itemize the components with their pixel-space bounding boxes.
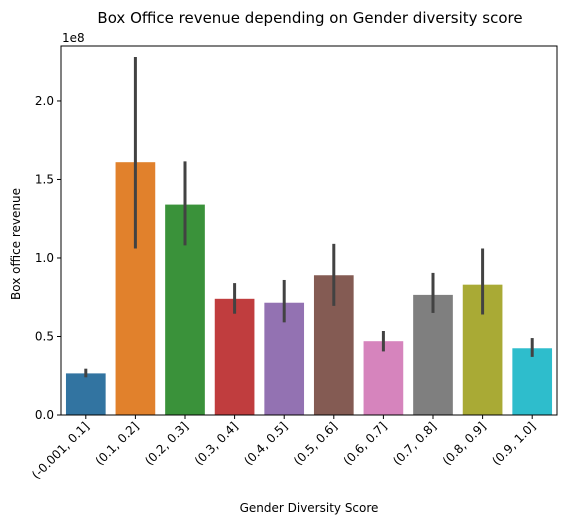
x-tick-label: (0.1, 0.2] xyxy=(93,419,142,468)
plot-area: 0.00.51.01.52.0(-0.001, 0.1] (0.1, 0.2] (0… xyxy=(29,56,553,482)
bar xyxy=(363,341,404,415)
x-tick-label: (0.7, 0.8] xyxy=(390,419,439,468)
x-tick-label: (-0.001, 0.1] xyxy=(29,419,92,482)
bar xyxy=(413,294,453,415)
plot-frame xyxy=(60,45,558,416)
y-tick-label: 0.5 xyxy=(35,329,54,343)
x-tick-label: (0.9, 1.0] xyxy=(489,419,538,468)
y-tick-label: 2.0 xyxy=(35,94,54,108)
bar xyxy=(65,373,106,415)
bar xyxy=(512,348,553,415)
x-tick-label: (0.4, 0.5] xyxy=(241,419,290,468)
y-axis-multiplier: 1e8 xyxy=(62,31,85,45)
y-tick-label: 0.0 xyxy=(35,408,54,422)
x-tick-label: (0.6, 0.7] xyxy=(341,419,390,468)
y-axis-label: Box office revenue xyxy=(9,188,23,300)
x-axis-label: Gender Diversity Score xyxy=(240,501,379,515)
y-tick-label: 1.5 xyxy=(35,172,54,186)
y-tick-label: 1.0 xyxy=(35,251,54,265)
bar xyxy=(214,298,255,415)
chart-title: Box Office revenue depending on Gender d… xyxy=(97,9,522,27)
x-tick-label: (0.3, 0.4] xyxy=(192,419,241,468)
x-tick-label: (0.5, 0.6] xyxy=(291,419,340,468)
x-tick-label: (0.2, 0.3] xyxy=(142,419,191,468)
x-tick-label: (0.8, 0.9] xyxy=(440,419,489,468)
